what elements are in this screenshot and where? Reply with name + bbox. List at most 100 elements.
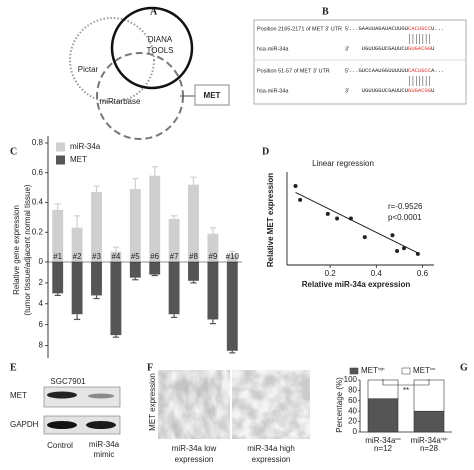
x-tick-label: #6 [150, 252, 159, 261]
point [402, 246, 406, 251]
row-label: hsa-miR-34a [257, 88, 289, 94]
legend-label: MET [70, 155, 87, 164]
cell-line: SGC7901 [50, 377, 86, 386]
bar-segment [413, 410, 445, 433]
category-sup: high [441, 437, 448, 441]
category-name: miR-34a [365, 436, 396, 445]
sequence: UGUUGGUCGAUUCUGUGACGGU [362, 87, 435, 94]
legend-sup: high [378, 367, 385, 371]
x-tick-label: 0.6 [417, 269, 429, 278]
histology-caption: expression [175, 455, 214, 464]
sequence-part: UGUUGGUCGAUUCU [362, 45, 408, 52]
row-label: Position 51-57 of MET 3' UTR [257, 68, 330, 74]
y-tick-label: 20 [348, 417, 357, 426]
sequence-seed: GUGACGG [408, 45, 431, 52]
y-axis-label: Percentage (%) [335, 377, 344, 433]
fit-line [295, 192, 419, 254]
panel-label: E [10, 362, 17, 373]
blot-band [47, 421, 77, 429]
bar [110, 251, 122, 262]
y-axis-label: Relative MET expression [266, 173, 275, 267]
lane-label: mimic [94, 450, 115, 459]
strand-end: 3' [345, 46, 349, 52]
venn-label: TOOLS [147, 46, 174, 55]
bar [52, 262, 64, 294]
x-axis-label: Relative miR-34a expression [302, 280, 411, 289]
bar [188, 184, 199, 262]
x-tick-label: #1 [53, 252, 62, 261]
significance: ** [403, 386, 409, 395]
blot-strip [43, 415, 121, 435]
legend-sup: low [430, 367, 436, 371]
sequence: ...GAAUUAGAUACUUGUCACUGCCU... [349, 25, 445, 32]
sequence-seed: CACUGCC [408, 67, 432, 74]
x-tick-label: #2 [73, 252, 82, 261]
point [325, 211, 330, 216]
strand-end: 5' [345, 26, 349, 32]
x-tick-label: #5 [131, 252, 140, 261]
histology-caption: miR-34a high [247, 444, 295, 453]
y-tick-label: 0 [353, 427, 358, 436]
sequence-part: UGUUGGUCGAUUCU [362, 87, 408, 94]
histology-ylabel: MET expression [148, 373, 157, 431]
panel-label: D [262, 146, 269, 157]
x-tick-label: #8 [189, 252, 198, 261]
histology-caption: miR-34a low [172, 444, 217, 453]
y-tick-label: 0.6 [32, 168, 44, 177]
panel-label: A [150, 6, 158, 17]
legend-name: MET [413, 366, 430, 375]
sequence: ...GUCCAAUGGUUUUUUCACUGCCA... [349, 67, 445, 74]
point [298, 197, 303, 202]
legend-swatch [401, 367, 411, 375]
bar [129, 262, 141, 278]
sequence-part: ...GAAUUAGAUACUUGU [349, 25, 408, 32]
legend-name: MET [361, 366, 378, 375]
bar [207, 233, 219, 262]
y-tick-label: 8 [39, 341, 44, 350]
legend-label: miR-34a [70, 142, 101, 151]
chart-title: Linear regression [312, 159, 374, 168]
histology-image [232, 370, 310, 439]
category-sup: low [395, 437, 401, 441]
venn-label: miRtarbase [100, 97, 141, 106]
category-n: n=28 [420, 444, 439, 453]
lane-label: Control [47, 441, 73, 450]
histology-caption: expression [252, 455, 291, 464]
significance-bracket [382, 379, 430, 386]
venn-label: Pictar [78, 65, 99, 74]
x-tick-label: #7 [170, 252, 179, 261]
point [335, 216, 340, 221]
x-tick-label: 0.4 [371, 269, 383, 278]
venn-circle [69, 17, 155, 103]
bar [188, 262, 199, 281]
y-tick-label: 4 [39, 299, 44, 308]
sequence-part: U... [431, 25, 444, 32]
bar [226, 254, 238, 262]
bar [110, 262, 122, 336]
sequence-part: U [431, 87, 434, 94]
x-tick-label: #9 [208, 252, 217, 261]
venn-circle [96, 52, 184, 140]
point [362, 235, 367, 240]
x-tick-label: miR-34alow [365, 436, 401, 445]
row-label: Position 2165-2171 of MET 3' UTR [257, 26, 342, 32]
histology-image [158, 370, 230, 439]
x-tick-label: #3 [92, 252, 101, 261]
blot-band [88, 393, 114, 399]
bar [91, 262, 102, 296]
legend-swatch [56, 155, 65, 165]
point [293, 183, 298, 188]
target-box [194, 84, 230, 106]
sequence-part: ...GUCCAAUGGUUUUUU [349, 67, 408, 74]
sequence-seed: GUGACGG [408, 87, 431, 94]
bar [71, 262, 83, 315]
y-tick-label: 100 [344, 375, 358, 384]
category-n: n=12 [374, 444, 393, 453]
strand-end: 3' [345, 88, 349, 94]
legend-swatch [349, 367, 359, 375]
y-tick-label: 6 [39, 320, 44, 329]
category-name: miR-34a [411, 436, 442, 445]
y-tick-label: 0.4 [32, 198, 44, 207]
point [395, 249, 400, 254]
